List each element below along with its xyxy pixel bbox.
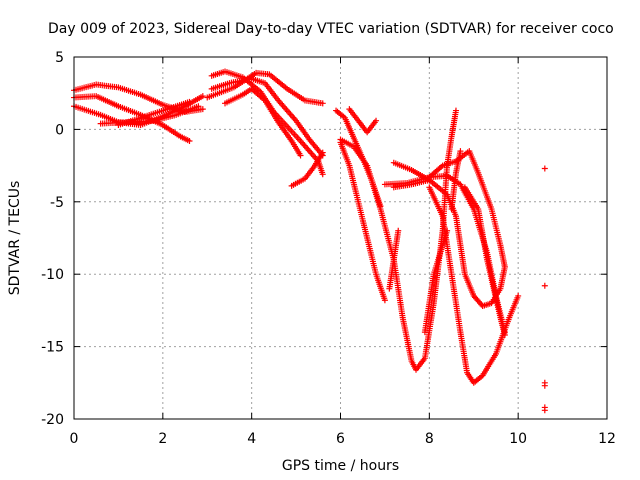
data-point <box>319 171 326 178</box>
x-axis-title: GPS time / hours <box>282 458 399 474</box>
data-point <box>501 332 508 339</box>
data-point <box>541 282 548 289</box>
data-point <box>515 292 522 299</box>
series-arc-9 <box>222 85 304 159</box>
data-point <box>457 148 464 155</box>
y-tick-label: -15 <box>41 340 64 356</box>
x-tick-label: 4 <box>247 431 256 447</box>
x-tick-label: 12 <box>598 431 616 447</box>
data-point <box>186 98 193 105</box>
y-axis-title: SDTVAR / TECUs <box>7 181 23 296</box>
series-arc-22 <box>421 227 451 336</box>
data-point <box>186 137 193 144</box>
x-tick-label: 6 <box>336 431 345 447</box>
y-tick-label: -20 <box>41 412 64 428</box>
data-point <box>452 107 459 114</box>
series-arc-8 <box>204 69 326 107</box>
data-point <box>390 184 397 191</box>
data-point <box>395 227 402 234</box>
x-tick-label: 8 <box>425 431 434 447</box>
series-arc-7 <box>208 75 326 159</box>
data-point <box>421 329 428 336</box>
data-point <box>541 407 548 414</box>
data-point <box>297 152 304 159</box>
series-arc-6 <box>208 68 326 178</box>
x-tick-label: 0 <box>70 431 79 447</box>
y-tick-label: 5 <box>55 50 64 66</box>
data-point <box>319 100 326 107</box>
series-arc-23 <box>390 177 433 191</box>
data-point <box>501 263 508 270</box>
data-point <box>195 103 202 110</box>
series-arc-21 <box>461 184 508 339</box>
series-arc-10 <box>288 149 326 189</box>
data-point <box>381 297 388 304</box>
x-tick-label: 10 <box>509 431 527 447</box>
series-arc-14 <box>346 106 380 136</box>
data-point <box>541 382 548 389</box>
series-arc-11 <box>337 139 388 304</box>
data-point <box>319 149 326 156</box>
series-arc-20 <box>448 148 464 213</box>
y-tick-label: -5 <box>50 195 64 211</box>
data-point <box>199 93 206 100</box>
series-arc-5 <box>115 98 193 129</box>
data-marks <box>71 68 548 414</box>
axis-ticks: 0 2 4 6 8 10 12 5 0 -5 -10 -15 -20 <box>41 50 616 447</box>
series-arc-18 <box>426 148 508 270</box>
chart-title: Day 009 of 2023, Sidereal Day-to-day VTE… <box>48 21 614 37</box>
data-point <box>541 165 548 172</box>
y-tick-label: 0 <box>55 122 64 138</box>
data-point <box>373 117 380 124</box>
data-point <box>199 106 206 113</box>
series-arc-24 <box>541 165 548 414</box>
y-tick-label: -10 <box>41 267 64 283</box>
x-tick-label: 2 <box>158 431 167 447</box>
series-arc-15 <box>386 227 402 292</box>
